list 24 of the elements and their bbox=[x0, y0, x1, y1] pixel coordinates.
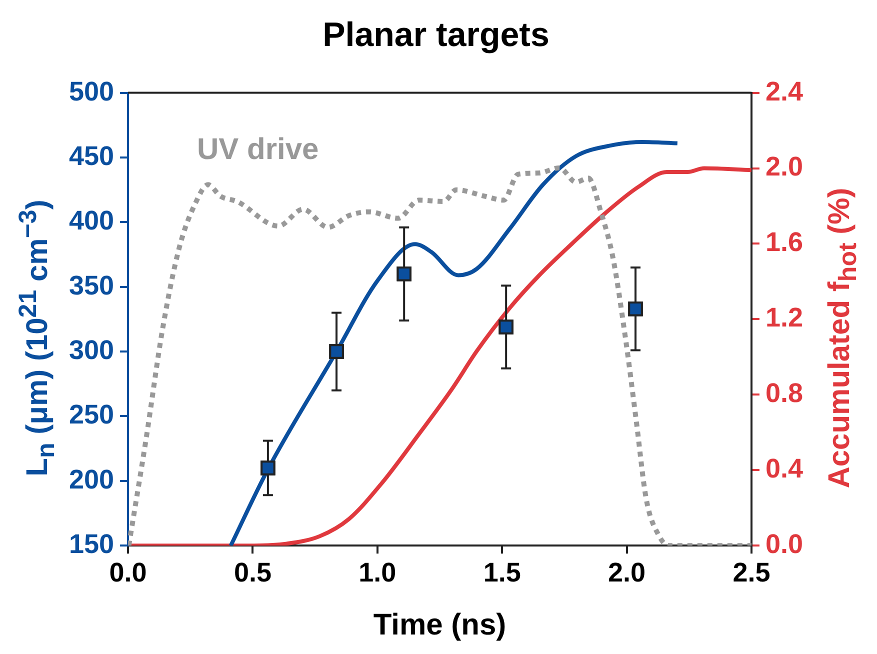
x-tick-label: 0.0 bbox=[109, 557, 147, 588]
y-tick-label: 400 bbox=[68, 206, 114, 236]
y-tick-label: 300 bbox=[68, 334, 114, 365]
chart-title: Planar targets bbox=[322, 16, 550, 54]
y-tick-label: 350 bbox=[68, 270, 114, 300]
y2-tick-label: 0.8 bbox=[765, 378, 804, 408]
series-label: UV drive bbox=[197, 133, 319, 166]
y-tick-label: 250 bbox=[68, 400, 114, 430]
y2-tick-label: 1.2 bbox=[765, 302, 804, 333]
x-axis-title: Time (ns) bbox=[373, 608, 506, 642]
x-tick-label: 1.5 bbox=[483, 557, 521, 588]
x-tick-label: 2.5 bbox=[732, 557, 770, 588]
y-tick-label: 200 bbox=[68, 464, 114, 494]
x-tick-label: 0.5 bbox=[234, 557, 272, 588]
y2-tick-label: 2.4 bbox=[765, 76, 804, 106]
y2-tick-label: 2.0 bbox=[765, 152, 804, 182]
x-tick-label: 2.0 bbox=[608, 557, 646, 588]
y2-tick-label: 1.6 bbox=[765, 227, 804, 258]
y-tick-label: 450 bbox=[68, 140, 114, 171]
y-tick-label: 150 bbox=[68, 529, 114, 560]
y2-tick-label: 0.4 bbox=[765, 454, 804, 484]
y-tick-label: 500 bbox=[68, 76, 114, 106]
x-tick-label: 1.0 bbox=[358, 557, 396, 588]
y2-tick-label: 0.0 bbox=[765, 529, 804, 560]
